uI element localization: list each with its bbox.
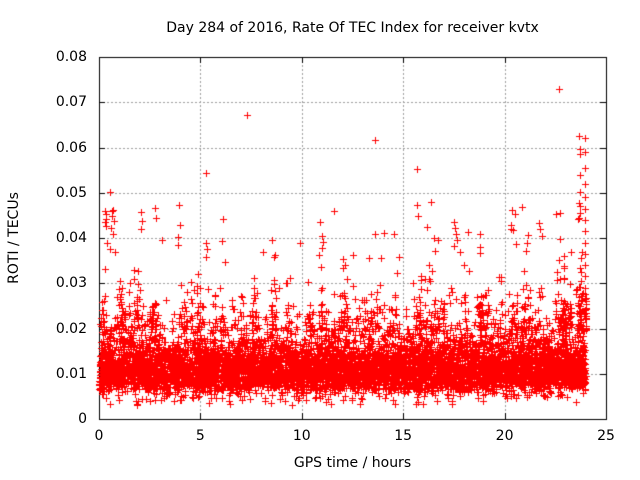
y-tick-label: 0 <box>78 411 87 427</box>
chart-title: Day 284 of 2016, Rate Of TEC Index for r… <box>166 20 539 36</box>
y-tick-label: 0.03 <box>55 275 87 292</box>
y-tick-label: 0.07 <box>55 94 87 111</box>
y-tick-label: 0.02 <box>55 320 87 337</box>
x-tick-label: 10 <box>292 428 311 444</box>
x-axis-label: GPS time / hours <box>293 455 412 471</box>
x-tick-label: 5 <box>195 428 205 444</box>
y-tick-label: 0.04 <box>55 230 87 246</box>
y-tick-label: 0.06 <box>55 139 87 156</box>
y-tick-label: 0.01 <box>55 365 87 382</box>
x-tick-label: 20 <box>495 428 514 444</box>
x-tick-label: 0 <box>94 428 104 444</box>
x-tick-label: 15 <box>394 428 413 444</box>
y-tick-label: 0.05 <box>55 184 87 201</box>
x-tick-label: 25 <box>597 428 615 444</box>
y-tick-label: 0.08 <box>55 49 87 65</box>
